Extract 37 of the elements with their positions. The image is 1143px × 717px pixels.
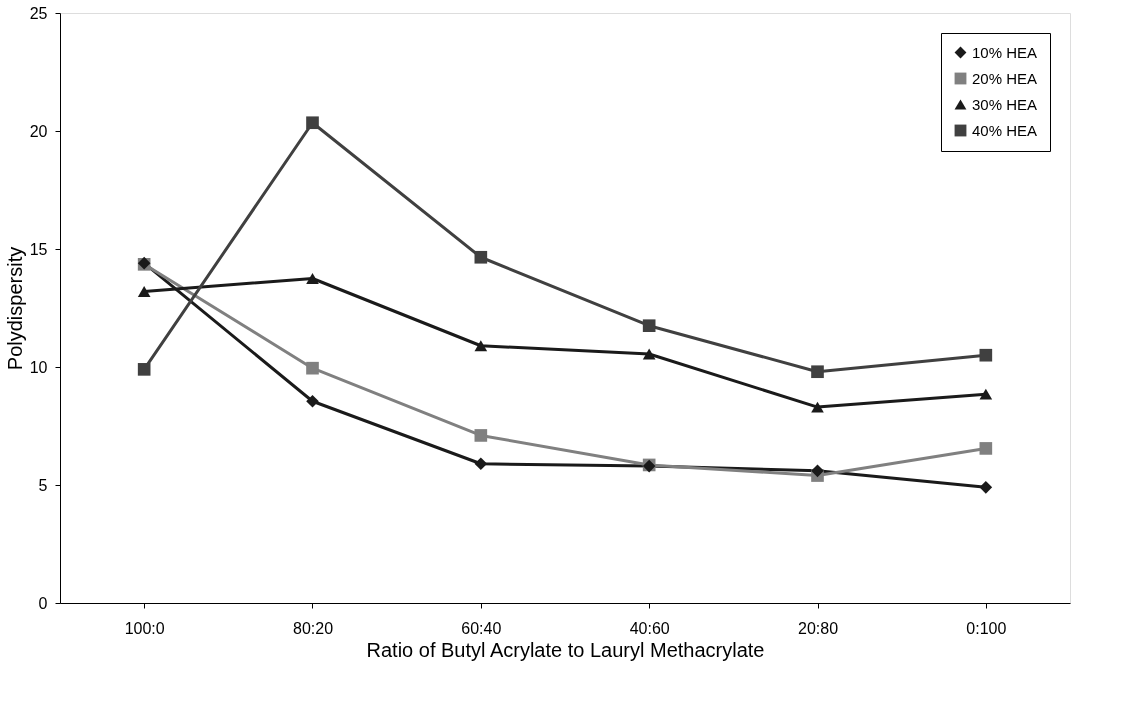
x-tick-label: 0:100 xyxy=(966,619,1007,637)
point xyxy=(979,388,993,400)
point xyxy=(474,457,488,471)
y-tick-label: 15 xyxy=(29,240,48,258)
x-tick-label: 20:80 xyxy=(797,619,839,637)
point xyxy=(474,250,488,264)
x-axis-title: Ratio of Butyl Acrylate to Lauryl Methacrylate xyxy=(366,638,765,661)
y-tick-label: 25 xyxy=(29,4,48,22)
point xyxy=(642,348,656,360)
legend-label: 40% HEA xyxy=(972,121,1038,139)
x-tick-label: 80:20 xyxy=(292,619,334,637)
point xyxy=(474,429,488,442)
y-tick-label: 0 xyxy=(38,594,48,612)
point xyxy=(306,116,319,130)
y-axis-title: Polydispersity xyxy=(3,246,26,371)
x-tick-label: 60:40 xyxy=(461,619,502,637)
point xyxy=(474,340,488,352)
point xyxy=(979,481,993,494)
y-tick-label: 5 xyxy=(38,476,48,494)
x-tick-label: 40:60 xyxy=(629,619,670,637)
point xyxy=(306,361,319,375)
point xyxy=(979,442,993,455)
legend-label: 30% HEA xyxy=(972,95,1038,113)
point xyxy=(979,348,993,362)
point xyxy=(306,394,319,408)
point xyxy=(811,464,824,478)
point xyxy=(137,286,151,297)
x-tick-label: 100:0 xyxy=(124,619,165,637)
y-tick-label: 20 xyxy=(29,122,48,140)
legend-label: 10% HEA xyxy=(972,43,1038,61)
point xyxy=(137,363,151,376)
point xyxy=(642,319,656,333)
point xyxy=(811,401,824,413)
point xyxy=(811,365,824,379)
y-tick-label: 10 xyxy=(29,358,48,376)
legend-label: 20% HEA xyxy=(972,69,1038,87)
point xyxy=(306,273,319,284)
